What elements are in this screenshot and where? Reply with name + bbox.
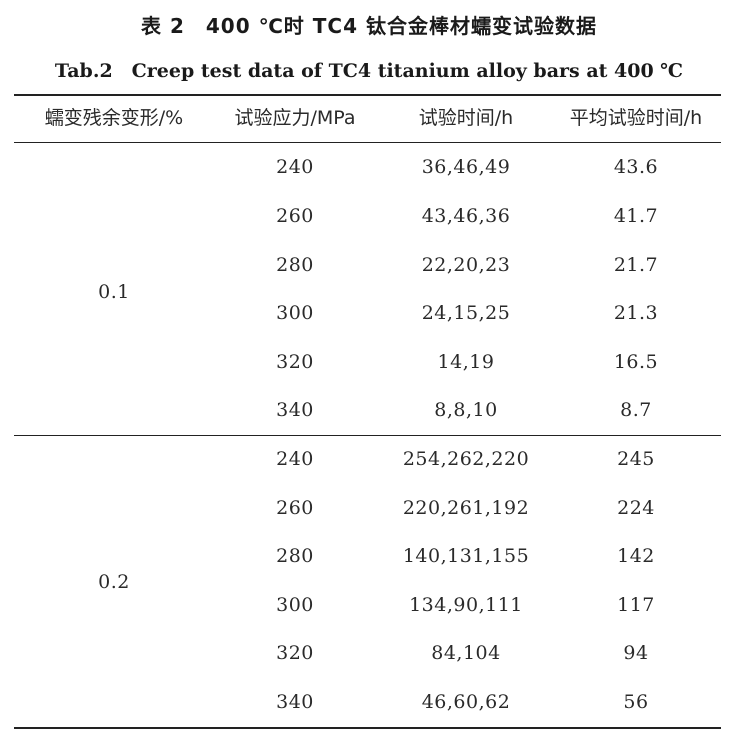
stress-cell: 300 xyxy=(276,594,314,616)
times-cell: 254,262,220 xyxy=(402,448,530,470)
times-cell: 14,19 xyxy=(437,351,495,373)
times-cell: 43,46,36 xyxy=(421,205,511,227)
avg-cell: 41.7 xyxy=(613,205,659,227)
times-cell: 220,261,192 xyxy=(402,497,530,519)
stress-cell: 280 xyxy=(276,545,314,567)
avg-cell: 245 xyxy=(617,448,655,470)
stress-cell: 240 xyxy=(276,448,314,470)
table-header-rule xyxy=(14,142,721,143)
header-test-time: 试验时间/h xyxy=(418,107,514,129)
avg-cell: 117 xyxy=(617,594,655,616)
stress-cell: 240 xyxy=(276,156,314,178)
stress-cell: 340 xyxy=(276,691,314,713)
table-caption-cn: 表 2 400 ℃时 TC4 钛合金棒材蠕变试验数据 xyxy=(141,14,597,38)
times-cell: 8,8,10 xyxy=(434,399,498,421)
group-deformation-cell: 0.1 xyxy=(98,281,130,303)
times-cell: 46,60,62 xyxy=(421,691,511,713)
avg-cell: 56 xyxy=(623,691,649,713)
group-deformation-cell: 0.2 xyxy=(98,571,130,593)
table-group-divider xyxy=(14,435,721,436)
avg-cell: 94 xyxy=(623,642,649,664)
times-cell: 24,15,25 xyxy=(421,302,511,324)
stress-cell: 300 xyxy=(276,302,314,324)
stress-cell: 260 xyxy=(276,497,314,519)
times-cell: 134,90,111 xyxy=(409,594,523,616)
avg-cell: 21.3 xyxy=(613,302,659,324)
times-cell: 84,104 xyxy=(431,642,501,664)
stress-cell: 260 xyxy=(276,205,314,227)
avg-cell: 16.5 xyxy=(613,351,659,373)
stress-cell: 320 xyxy=(276,351,314,373)
avg-cell: 21.7 xyxy=(613,254,659,276)
avg-cell: 8.7 xyxy=(620,399,652,421)
avg-cell: 224 xyxy=(617,497,655,519)
stress-cell: 320 xyxy=(276,642,314,664)
avg-cell: 43.6 xyxy=(613,156,659,178)
stress-cell: 340 xyxy=(276,399,314,421)
times-cell: 36,46,49 xyxy=(421,156,511,178)
header-deformation: 蠕变残余变形/% xyxy=(44,107,184,129)
table-bottom-rule xyxy=(14,727,721,729)
table-top-rule xyxy=(14,94,721,96)
header-avg-time: 平均试验时间/h xyxy=(569,107,703,129)
times-cell: 140,131,155 xyxy=(402,545,530,567)
header-stress: 试验应力/MPa xyxy=(234,107,356,129)
times-cell: 22,20,23 xyxy=(421,254,511,276)
table-caption-en: Tab.2 Creep test data of TC4 titanium al… xyxy=(54,60,684,82)
stress-cell: 280 xyxy=(276,254,314,276)
avg-cell: 142 xyxy=(617,545,655,567)
